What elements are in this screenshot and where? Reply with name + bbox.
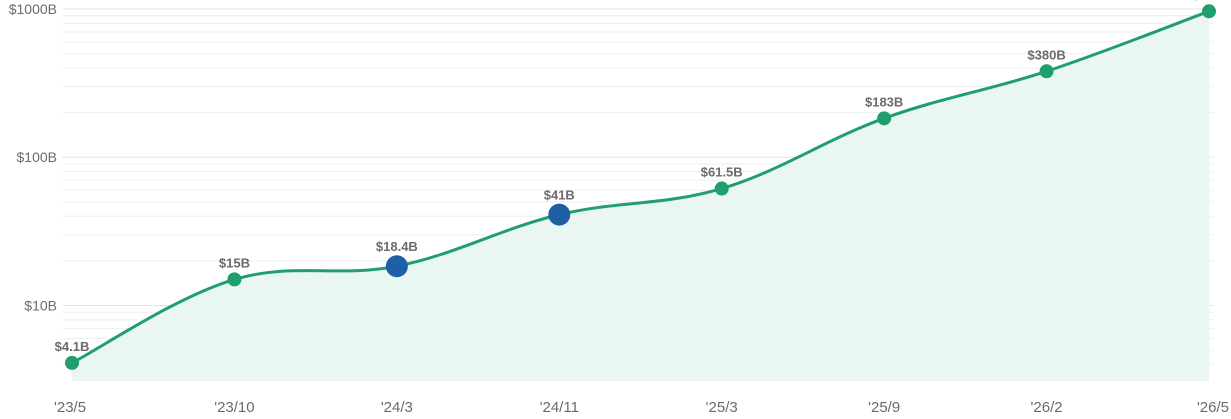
data-label: $41B — [544, 188, 575, 203]
y-tick-label: $100B — [17, 149, 57, 165]
x-tick-label: '24/3 — [381, 399, 413, 416]
x-tick-label: '23/10 — [214, 399, 254, 416]
x-tick-label: '25/9 — [868, 399, 900, 416]
data-points — [65, 4, 1216, 370]
series-line — [71, 9, 1210, 365]
data-label: $380B — [1027, 47, 1065, 62]
y-tick-label: $10B — [24, 297, 57, 313]
y-axis-ticks: $10B $100B $1000B — [9, 1, 57, 313]
data-point — [1039, 64, 1054, 79]
highlight-point — [385, 255, 408, 278]
data-point — [65, 355, 79, 370]
highlight-point — [548, 203, 571, 226]
x-tick-label: '24/11 — [540, 399, 579, 416]
x-axis-ticks: '23/5 '23/10 '24/3 '24/11 '25/3 '25/9 '26/2 '26… — [54, 399, 1229, 416]
x-tick-label: '23/5 — [54, 399, 86, 416]
data-point — [1202, 4, 1216, 19]
x-tick-label: '26/2 — [1031, 399, 1063, 416]
data-point — [714, 181, 729, 196]
data-label: $61.5B — [701, 165, 743, 180]
area-fill — [72, 11, 1209, 380]
y-tick-label: $1000B — [9, 1, 57, 17]
x-tick-label: '25/3 — [706, 399, 738, 416]
data-label: $18.4B — [376, 239, 418, 254]
x-tick-label: '26/5 — [1197, 399, 1229, 416]
data-point — [877, 111, 892, 126]
data-labels: $4.1B $15B $18.4B $41B $61.5B $183B $380B $965B — [55, 0, 1231, 354]
data-point — [227, 272, 242, 287]
data-label: $965B — [1193, 0, 1231, 2]
data-label: $15B — [219, 255, 250, 270]
data-label: $4.1B — [55, 339, 90, 354]
data-label: $183B — [865, 94, 903, 109]
